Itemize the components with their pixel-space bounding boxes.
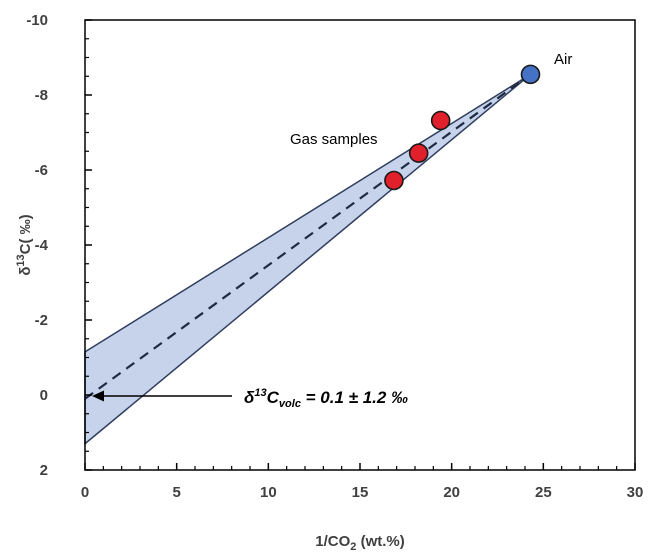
y-tick-label: -6: [35, 162, 48, 179]
mixing-line: [84, 73, 532, 400]
x-axis-title: 1/CO2 (wt.%): [315, 533, 404, 553]
x-tick-label: 15: [352, 484, 369, 501]
intercept-arrowhead: [92, 390, 104, 402]
y-tick-label: -4: [35, 237, 49, 254]
y-tick-label: -8: [35, 87, 48, 104]
x-tick-label: 25: [535, 484, 552, 501]
y-tick-label: 0: [40, 387, 48, 404]
air-point: [520, 64, 541, 85]
x-tick-label: 10: [260, 484, 277, 501]
air-label: Air: [554, 51, 572, 68]
gas-samples-label: Gas samples: [290, 131, 378, 148]
gas-samples-point: [408, 143, 429, 163]
x-tick-label: 0: [81, 484, 89, 501]
y-tick-label: -10: [26, 12, 48, 29]
x-tick-label: 30: [627, 484, 644, 501]
data-points: [384, 64, 541, 191]
x-tick-label: 20: [443, 484, 460, 501]
gas-samples-point: [430, 110, 451, 131]
y-axis-title: δ13C( ‰): [15, 214, 34, 275]
gas-samples-point: [384, 170, 404, 191]
y-tick-label: -2: [35, 312, 48, 329]
x-tick-label: 5: [172, 484, 180, 501]
axis-ticks: [84, 19, 636, 471]
y-tick-label: 2: [40, 462, 48, 479]
volcanic-formula: δ13Cvolc = 0.1 ± 1.2 ‰: [244, 387, 408, 410]
